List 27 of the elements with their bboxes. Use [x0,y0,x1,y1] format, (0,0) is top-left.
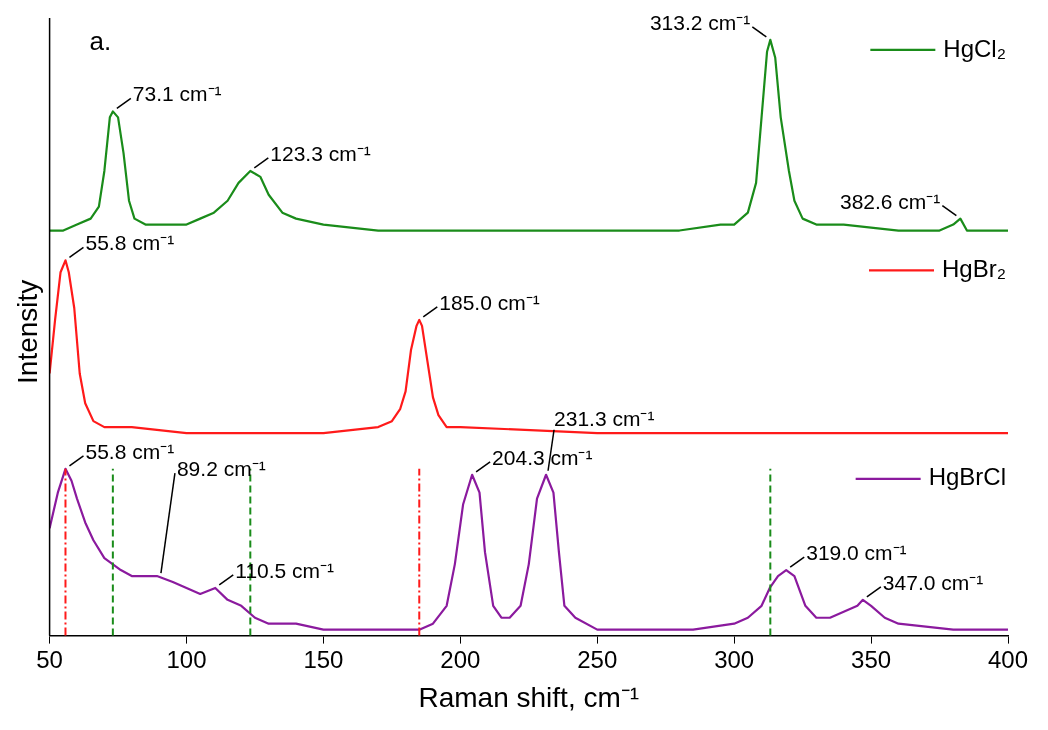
annotation: 185.0 cm⁻¹ [439,290,540,314]
annotation: 231.3 cm⁻¹ [554,406,655,430]
x-tick-label: 100 [166,645,207,673]
x-tick-label: 400 [987,645,1029,673]
legend-label: HgBrCl [928,463,1006,491]
annotation: 89.2 cm⁻¹ [176,457,266,481]
x-tick-label: 300 [714,645,755,673]
annotation: 319.0 cm⁻¹ [806,541,907,565]
y-axis-title: Intensity [11,279,43,384]
x-tick-label: 50 [36,645,63,673]
x-tick-label: 350 [851,645,892,673]
legend-label: HgCl₂ [943,34,1007,62]
annotation: 204.3 cm⁻¹ [492,445,593,469]
annotation: 347.0 cm⁻¹ [882,570,984,594]
x-axis-title: Raman shift, cm⁻¹ [418,681,640,713]
annotation: 382.6 cm⁻¹ [839,189,941,213]
annotation: 55.8 cm⁻¹ [85,231,175,255]
x-tick-label: 150 [303,645,344,673]
annotation: 123.3 cm⁻¹ [270,141,371,165]
legend-label: HgBr₂ [942,254,1006,282]
annotation: 110.5 cm⁻¹ [235,558,335,582]
x-tick-label: 250 [577,645,618,673]
annotation: 73.1 cm⁻¹ [132,82,222,106]
x-tick-label: 200 [440,645,481,673]
annotation: 313.2 cm⁻¹ [649,10,751,34]
annotation: a. [89,26,112,56]
annotation: 55.8 cm⁻¹ [85,439,175,463]
